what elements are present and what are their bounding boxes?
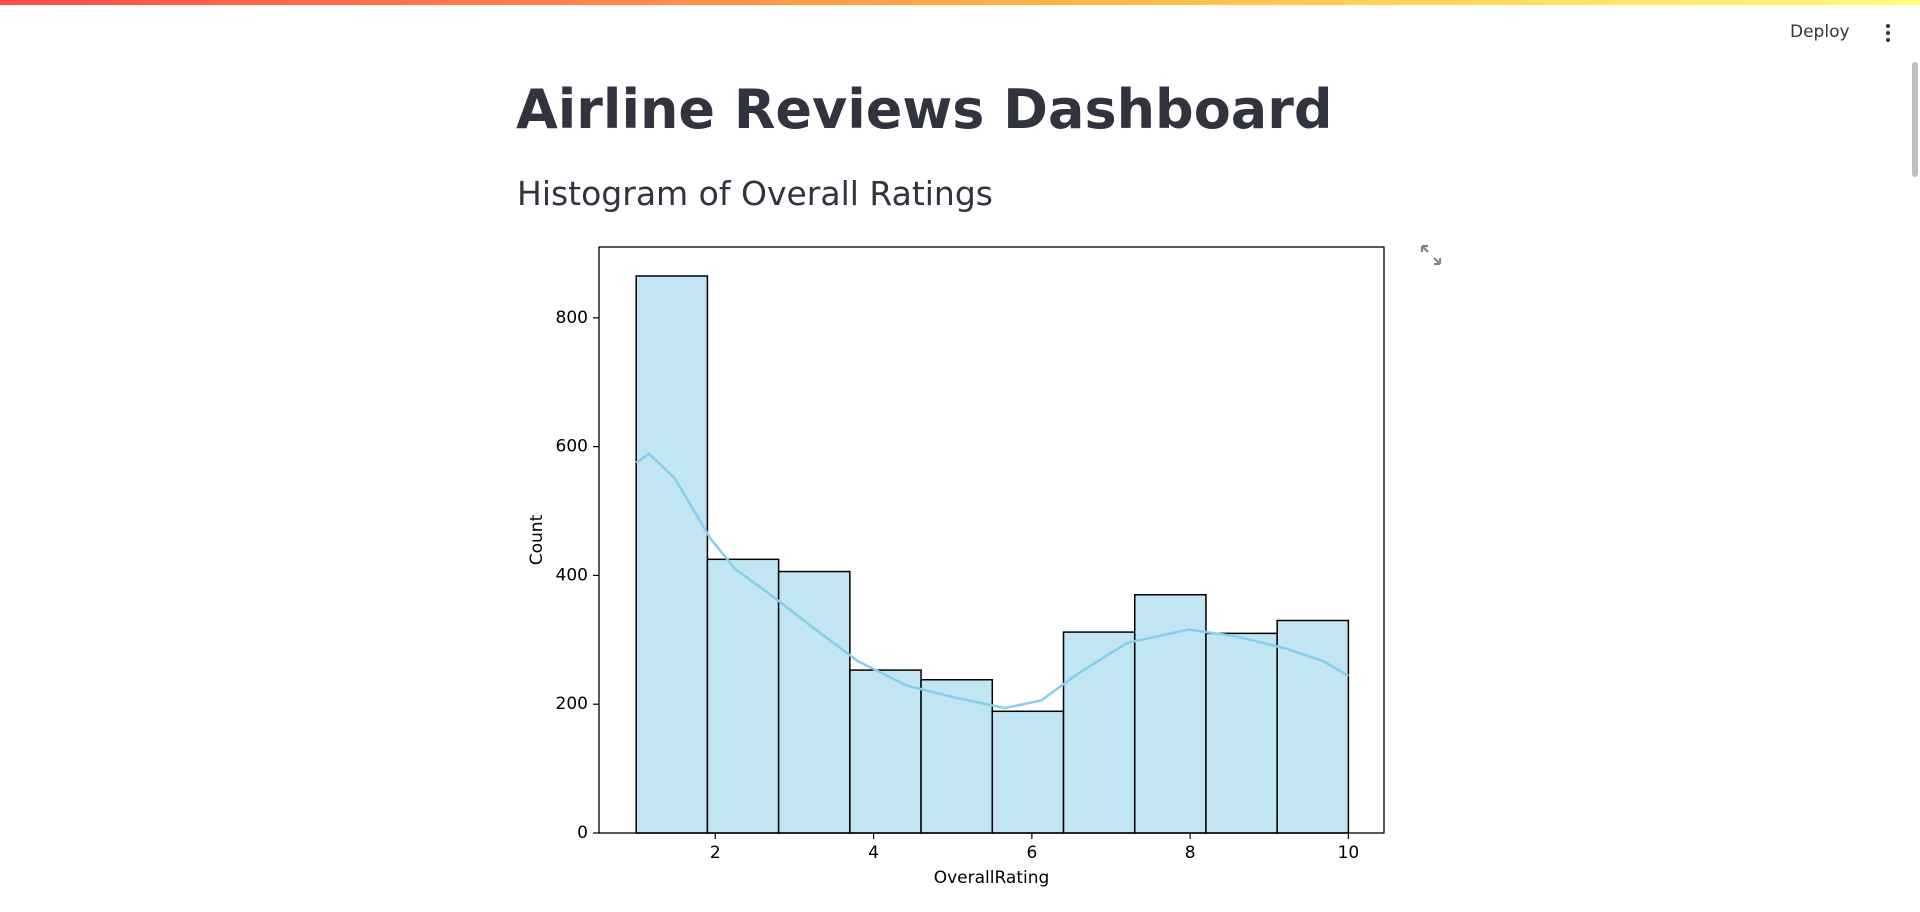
bar [1276,619,1350,834]
bar [1062,631,1136,834]
section-title: Histogram of Overall Ratings [517,174,993,213]
top-decoration [0,0,1920,5]
y-tick-label: 800 [556,308,588,328]
y-tick-label: 200 [556,694,588,714]
bar [635,275,709,834]
bar [849,669,922,834]
main-menu[interactable] [1886,24,1892,45]
bar [991,710,1065,834]
y-tick-label: 400 [556,565,588,585]
plot-frame [598,246,1385,834]
deploy-button[interactable]: Deploy [1790,22,1850,42]
x-axis-label: OverallRating [934,868,1050,888]
x-tick-label: 2 [710,843,721,863]
bar [706,558,780,834]
x-tick-label: 6 [1026,843,1037,863]
page-title: Airline Reviews Dashboard [516,78,1333,141]
y-axis-label: Count [527,514,547,565]
x-tick-label: 10 [1338,843,1360,863]
bar [1205,632,1278,834]
scrollbar[interactable] [1912,62,1918,177]
kde-line [635,452,1350,710]
y-tick-label: 0 [577,823,588,843]
bar [920,678,994,834]
x-tick-label: 8 [1185,843,1196,863]
x-tick-label: 4 [868,843,879,863]
y-tick-label: 600 [556,437,588,457]
fullscreen-button[interactable] [1420,244,1442,266]
